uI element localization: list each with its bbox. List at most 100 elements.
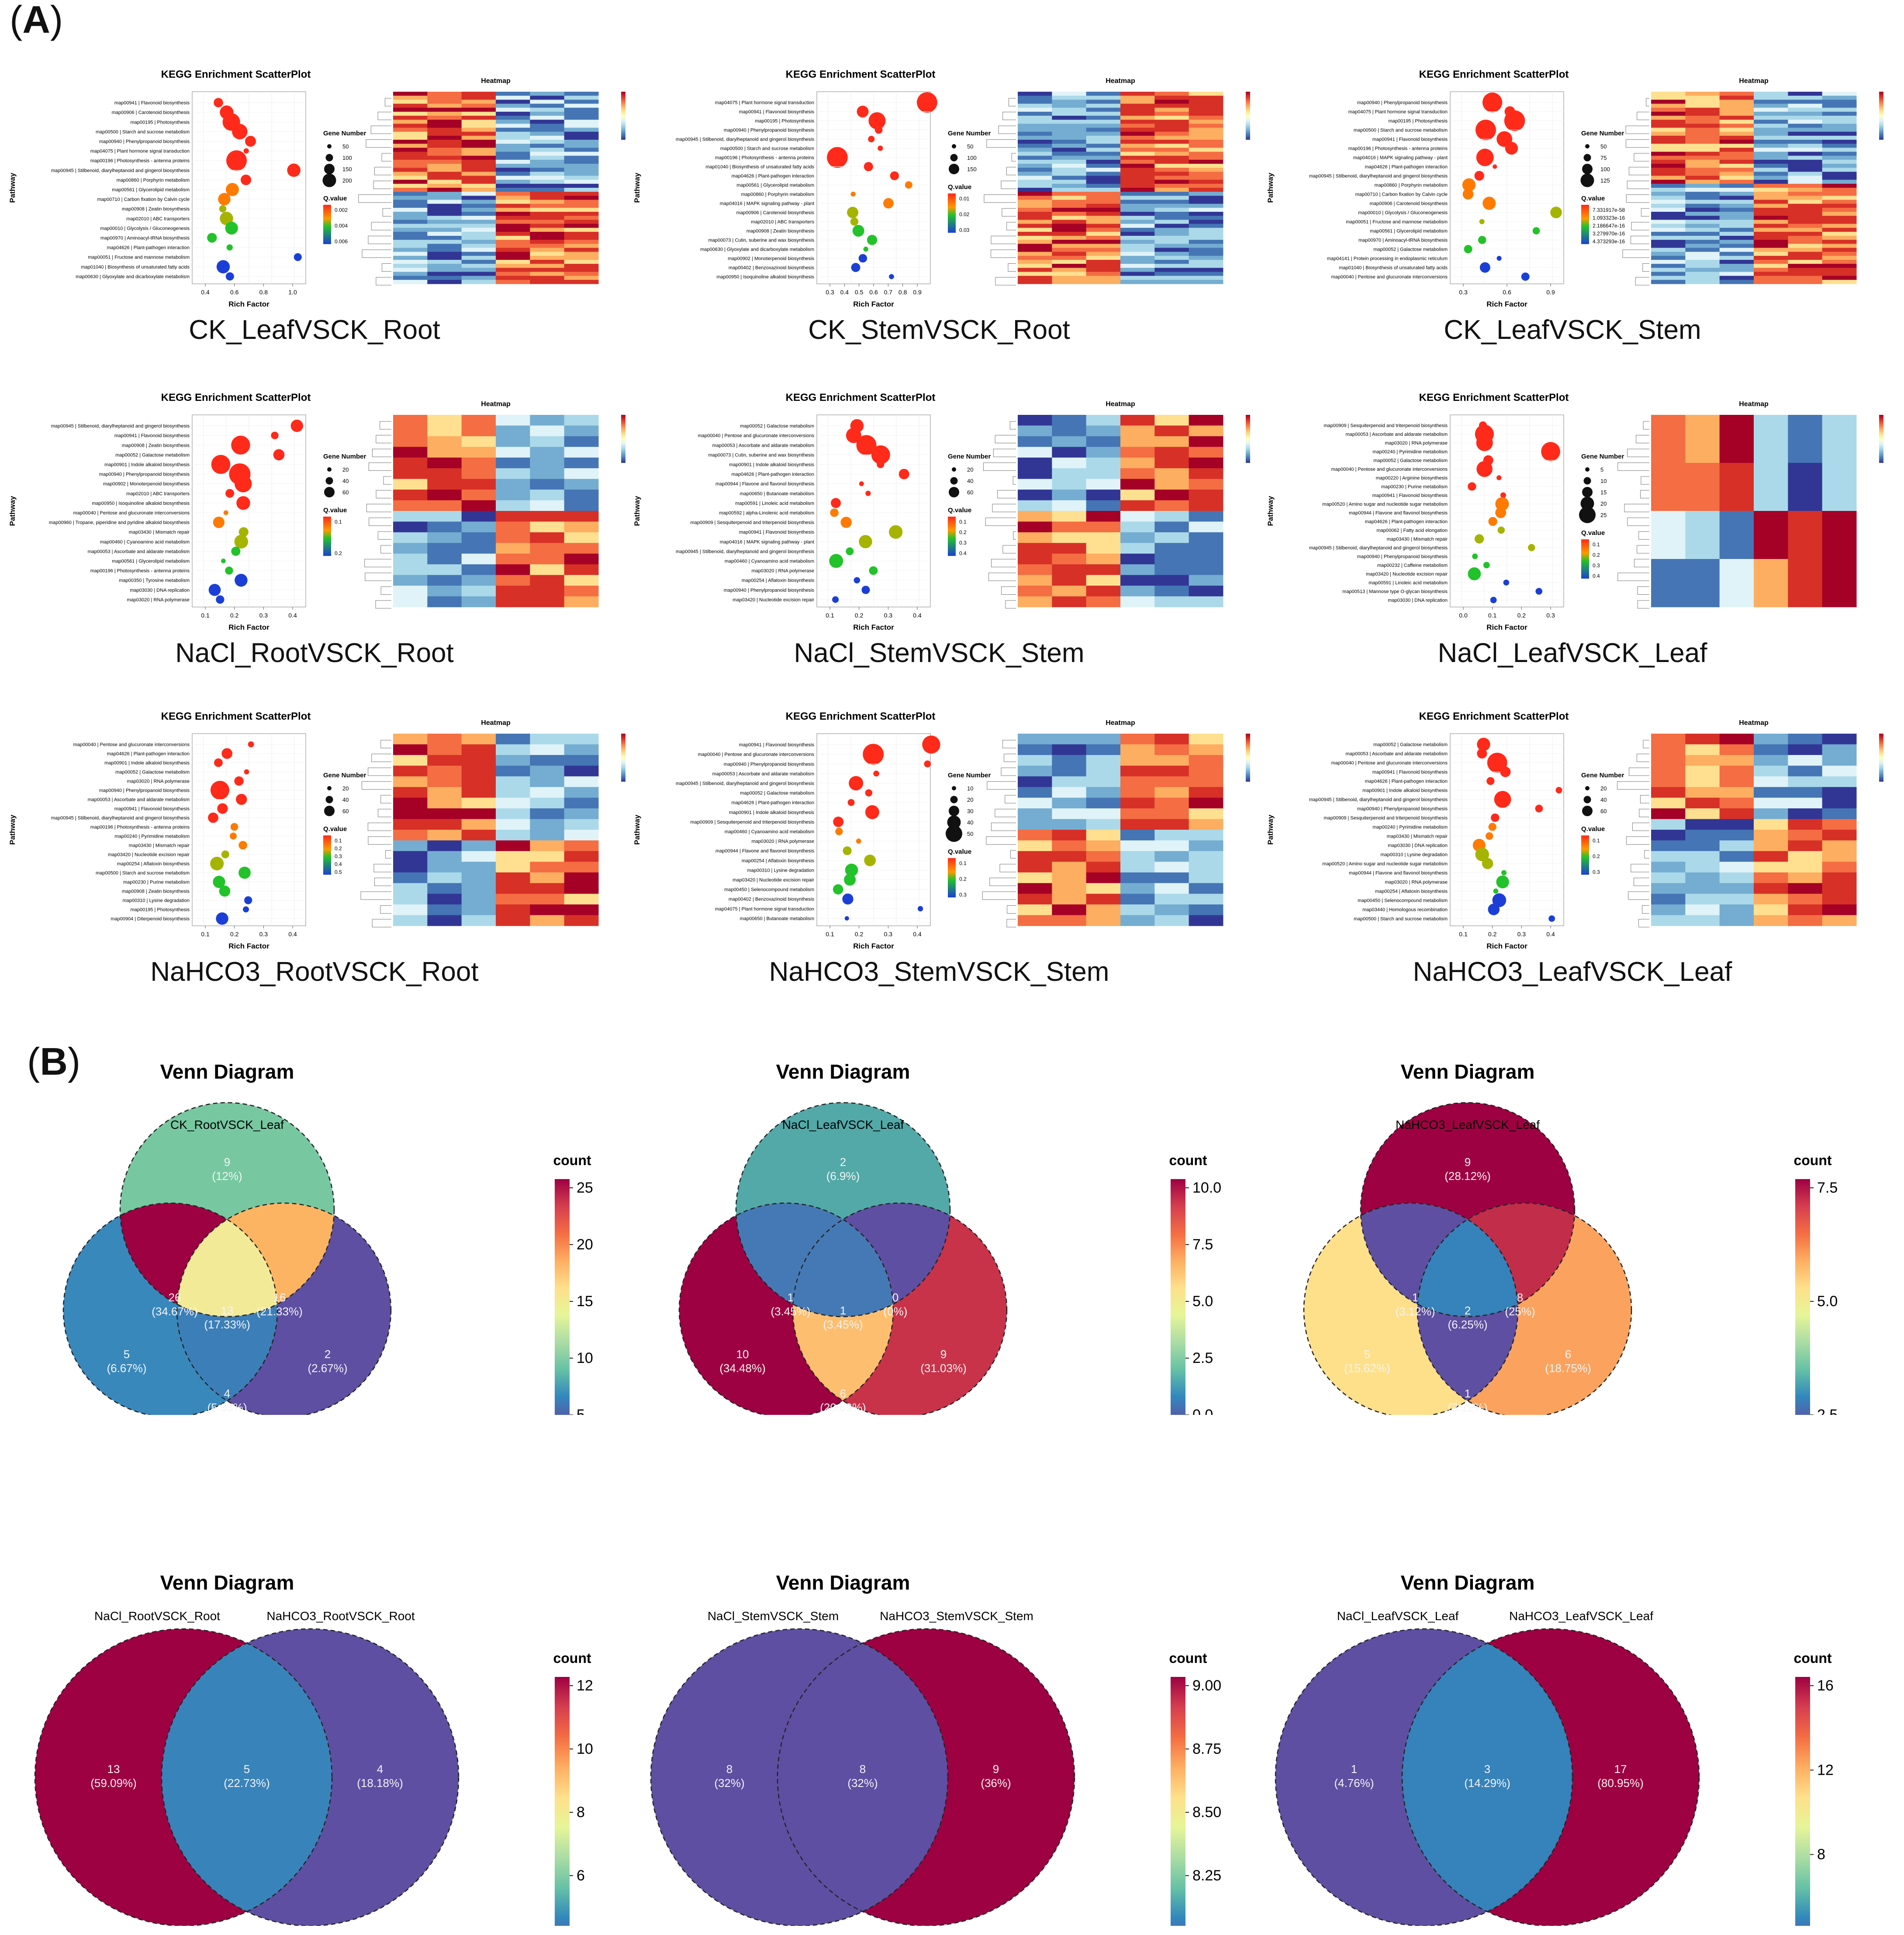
size-legend-label: 50 — [967, 143, 973, 150]
pathway-label: map00052 | Galactose metabolism — [1373, 247, 1448, 252]
enrichment-dot — [1496, 255, 1502, 261]
pathway-label: map00195 | Photosynthesis — [130, 120, 190, 125]
enrichment-dot — [854, 577, 860, 583]
x-tick-label: 0.4 — [840, 289, 849, 296]
region-percent: (31.03%) — [920, 1362, 967, 1375]
pathway-label: map00196 | Photosynthesis - antenna prot… — [90, 569, 190, 574]
enrichment-dot — [842, 893, 854, 905]
enrichment-dot — [1464, 245, 1472, 254]
region-percent: (6.25%) — [1448, 1318, 1487, 1331]
q-legend-label: 0.002 — [335, 207, 348, 213]
pathway-label: map00945 | Stilbenoid, diarylheptanoid a… — [676, 781, 815, 786]
pathway-label: map00941 | Flavonoid biosynthesis — [1372, 770, 1448, 775]
heatmap-title: Heatmap — [1739, 77, 1769, 85]
enrichment-dot — [889, 525, 903, 539]
pathway-label: map00630 | Glyoxylate and dicarboxylate … — [700, 247, 814, 252]
q-legend-title: Q.value — [948, 848, 971, 855]
enrichment-dot — [208, 812, 218, 823]
scatter-title: KEGG Enrichment ScatterPlot — [786, 711, 936, 722]
enrichment-dot — [241, 174, 252, 185]
region-percent: (4.76%) — [1334, 1776, 1374, 1790]
pathway-label: map03420 | Nucleotide excision repair — [1366, 572, 1448, 577]
pathway-label: map00230 | Purine metabolism — [1381, 484, 1448, 490]
heatmap-title: Heatmap — [1106, 77, 1135, 85]
pathway-label: map00710 | Carbon fixation by Calvin cyc… — [97, 197, 190, 202]
region-c: 2(2.67%) — [308, 1348, 347, 1375]
pathway-label: map00240 | Pyrimidine metabolism — [1372, 825, 1448, 830]
pathway-label: map00010 | Glycolysis / Gluconeogenesis — [1358, 210, 1448, 216]
kegg-figure: KEGG Enrichment ScatterPlot map00941 | Fl… — [8, 69, 625, 308]
pathway-label: map00940 | Phenylpropanoid biosynthesis — [99, 788, 190, 793]
scatter-title: KEGG Enrichment ScatterPlot — [1419, 711, 1569, 722]
region-percent: (21.33%) — [256, 1305, 303, 1318]
pathway-label: map00945 | Stilbenoid, diarylheptanoid a… — [1309, 797, 1448, 803]
legend-tick: 5.0 — [1192, 1293, 1213, 1310]
enrichment-dot — [229, 832, 237, 840]
region-count: 17 — [1614, 1763, 1627, 1776]
enrichment-dot — [869, 566, 878, 575]
scatter-title: KEGG Enrichment ScatterPlot — [161, 69, 311, 80]
pathway-label: map00860 | Porphyrin metabolism — [117, 178, 190, 183]
pathway-label: map00460 | Cyanoamino acid metabolism — [725, 559, 814, 564]
pathway-label: map00500 | Starch and sucrose metabolism — [1354, 128, 1448, 133]
heatmap-grid — [1018, 415, 1223, 607]
size-legend-label: 60 — [342, 808, 349, 814]
pathway-label: map00073 | Cutin, suberine and wax biosy… — [708, 452, 814, 458]
region-a: 9(28.12%) — [1444, 1155, 1491, 1183]
enrichment-dot — [243, 906, 249, 913]
x-tick-label: 0.1 — [201, 931, 210, 938]
pathway-label: map00940 | Phenylpropanoid biosynthesis — [1357, 554, 1448, 559]
enrichment-dot — [231, 435, 250, 455]
x-tick-label: 0.8 — [898, 289, 907, 296]
pathway-label: map00591 | Linoleic acid metabolism — [735, 501, 814, 506]
enrichment-dot — [850, 217, 859, 226]
region-count: 5 — [1364, 1348, 1370, 1361]
pathway-label: map00710 | Carbon fixation by Calvin cyc… — [1355, 192, 1448, 197]
region-ab: 1(3.12%) — [1395, 1291, 1435, 1318]
pathway-label: map01040 | Biosynthesis of unsaturated f… — [1339, 266, 1448, 271]
pathway-label: map04016 | MAPK signaling pathway - plan… — [1353, 155, 1448, 161]
legend-tick: 5.0 — [1817, 1293, 1838, 1310]
enrichment-dot — [873, 770, 879, 777]
venn-title: Venn Diagram — [776, 1060, 910, 1083]
q-legend-label: 0.3 — [1593, 562, 1600, 569]
pathway-label: map00053 | Ascorbate and aldarate metabo… — [1346, 432, 1448, 437]
region-count: 2 — [1465, 1304, 1471, 1317]
pathway-label: map00073 | Cutin, suberine and wax biosy… — [708, 238, 814, 243]
enrichment-dot — [1482, 197, 1496, 210]
enrichment-dot — [238, 866, 251, 879]
pathway-label: map00940 | Phenylpropanoid biosynthesis — [724, 588, 815, 593]
size-legend-title: Gene Number — [1581, 772, 1624, 779]
kegg-cell-9: KEGG Enrichment ScatterPlot map00052 | Ga… — [1258, 699, 1887, 1013]
pathway-label: map01040 | Biosynthesis of unsaturated f… — [81, 265, 190, 270]
size-legend-label: 200 — [342, 177, 352, 184]
venn-diagram: Venn Diagram9(28.12%)1(3.12%)8(25%)2(6.2… — [1271, 1060, 1838, 1437]
region-b: 17(80.95%) — [1597, 1763, 1644, 1790]
pathway-label: map00195 | Photosynthesis — [130, 907, 190, 913]
q-legend-title: Q.value — [1581, 195, 1605, 202]
region-count: 9 — [224, 1155, 230, 1169]
enrichment-dot — [1528, 544, 1535, 552]
pathway-label: map00909 | Sesquiterpenoid and triterpen… — [690, 820, 814, 825]
enrichment-dot — [1501, 870, 1507, 876]
heatmap-title: Heatmap — [481, 400, 511, 408]
enrichment-dot — [864, 162, 873, 172]
pathway-label: map00040 | Pentose and glucuronate inter… — [73, 510, 190, 516]
enrichment-dot — [221, 850, 229, 859]
size-legend-label: 100 — [342, 155, 352, 161]
pathway-label: map04075 | Plant hormone signal transduc… — [1348, 110, 1448, 115]
q-legend-label: 0.006 — [335, 238, 348, 245]
pathway-label: map01040 | Biosynthesis of unsaturated f… — [705, 165, 814, 170]
region-abc: 2(6.25%) — [1448, 1304, 1487, 1331]
legend-tick: 6 — [577, 1867, 585, 1884]
pathway-label: map00195 | Photosynthesis — [755, 119, 814, 124]
pathway-label: map00906 | Carotenoid biosynthesis — [1370, 201, 1448, 207]
size-legend-label: 5 — [1600, 466, 1603, 473]
pathway-label: map03440 | Homologous recombination — [1362, 907, 1448, 913]
region-b: 10(34.48%) — [719, 1348, 766, 1375]
enrichment-dot — [216, 260, 230, 274]
enrichment-dot — [1482, 92, 1503, 113]
pathway-label: map00520 | Amino sugar and nucleotide su… — [1322, 862, 1448, 867]
x-tick-label: 0.2 — [230, 931, 239, 938]
pathway-label: map03020 | RNA polymerase — [752, 839, 815, 844]
